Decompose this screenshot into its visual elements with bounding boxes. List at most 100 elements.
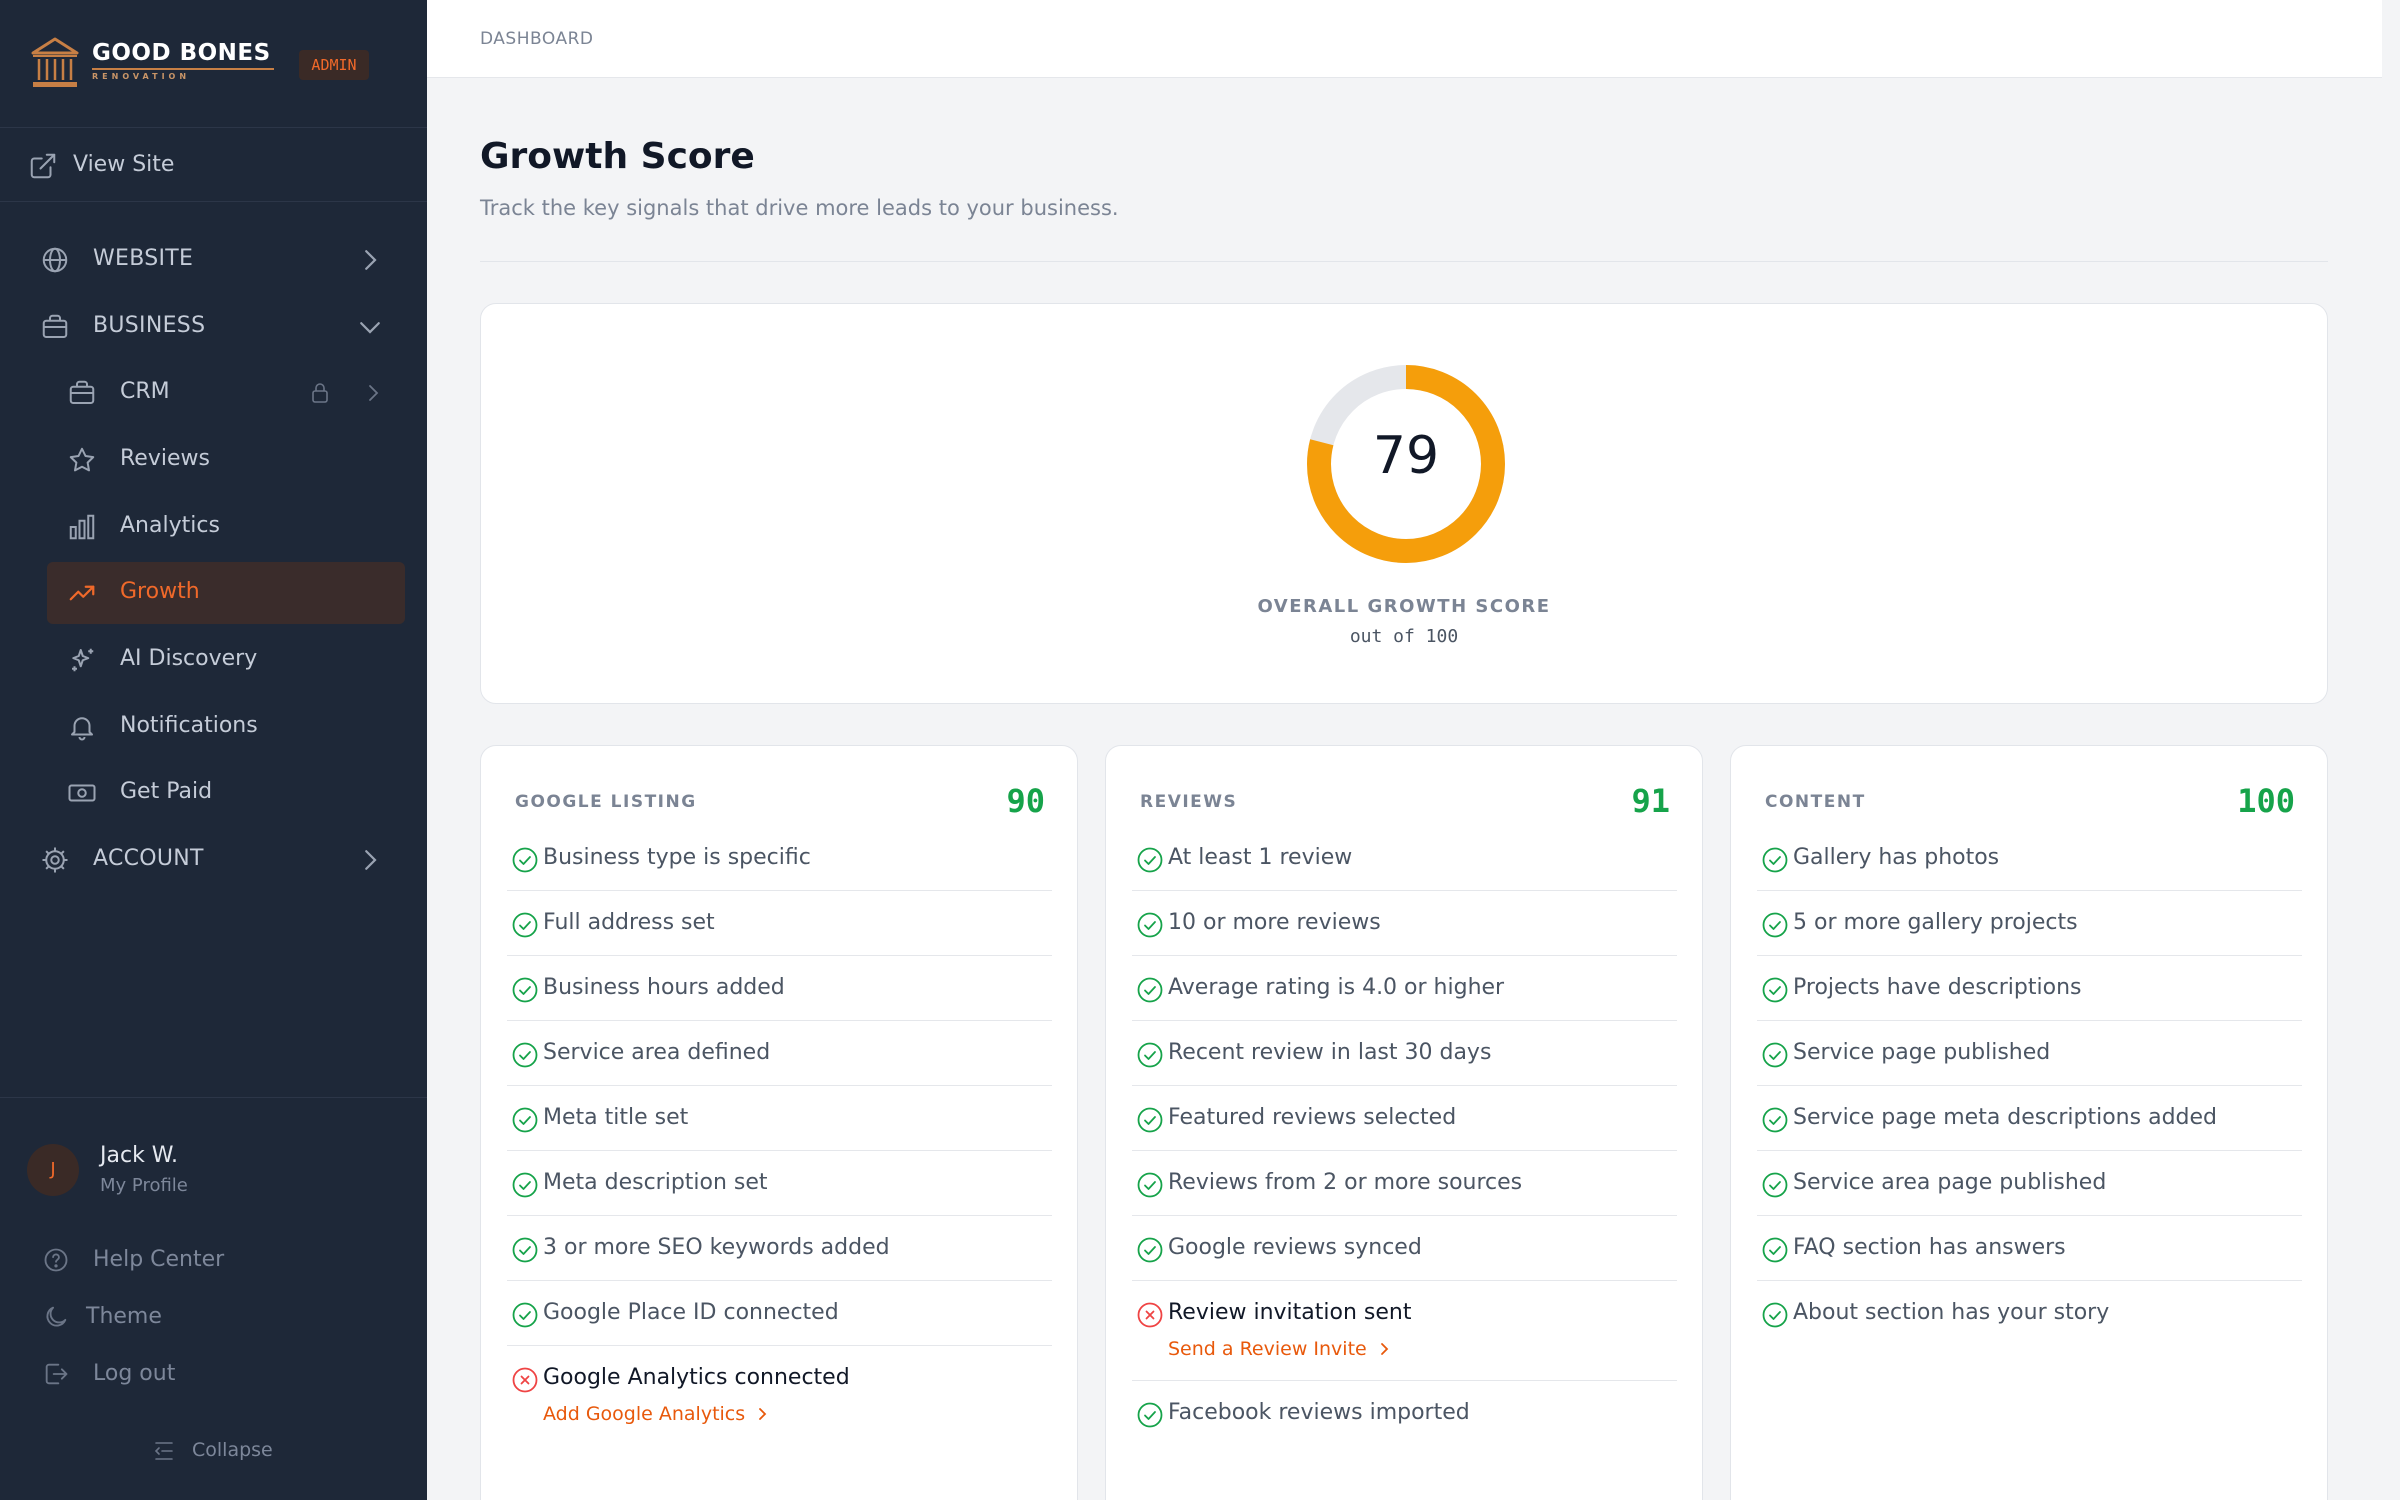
checklist-item: Service page published bbox=[1757, 1021, 2302, 1086]
sidebar-item-notifications[interactable]: Notifications bbox=[0, 696, 427, 758]
theme-label: Theme bbox=[86, 1304, 162, 1329]
user-name[interactable]: Jack W. bbox=[100, 1143, 179, 1168]
page-subtitle: Track the key signals that drive more le… bbox=[480, 196, 1119, 220]
collapse-label: Collapse bbox=[192, 1439, 273, 1461]
sidebar-item-growth[interactable]: Growth bbox=[47, 562, 405, 624]
check-circle-icon bbox=[1762, 1302, 1788, 1328]
check-circle-icon bbox=[512, 847, 538, 873]
logo-area: GOOD BONES RENOVATION ADMIN bbox=[0, 0, 427, 128]
checklist-item: Review invitation sent Send a Review Invi… bbox=[1132, 1281, 1677, 1381]
check-circle-icon bbox=[1762, 1042, 1788, 1068]
briefcase-icon bbox=[42, 314, 68, 338]
checklist-item: Google Place ID connected bbox=[507, 1281, 1052, 1346]
checklist: Gallery has photos 5 or more gallery proj… bbox=[1757, 826, 2302, 1346]
checklist-item-label: Meta description set bbox=[543, 1170, 768, 1195]
bell-icon bbox=[71, 717, 93, 741]
sidebar-item-label: ACCOUNT bbox=[93, 846, 204, 871]
check-circle-icon bbox=[1137, 1042, 1163, 1068]
brand-tagline: RENOVATION bbox=[92, 72, 191, 81]
check-circle-icon bbox=[1137, 1237, 1163, 1263]
category-title: REVIEWS bbox=[1140, 792, 1238, 812]
check-circle-icon bbox=[512, 1302, 538, 1328]
checklist-item-label: Google reviews synced bbox=[1168, 1235, 1422, 1260]
checklist-item-label: About section has your story bbox=[1793, 1300, 2110, 1325]
check-circle-icon bbox=[1762, 1237, 1788, 1263]
banknote-icon bbox=[68, 784, 96, 802]
sidebar-item-label: Reviews bbox=[120, 446, 210, 471]
check-circle-icon bbox=[1137, 912, 1163, 938]
checklist-item: 3 or more SEO keywords added bbox=[507, 1216, 1052, 1281]
logout-link[interactable]: Log out bbox=[0, 1349, 427, 1399]
checklist-item-label: Service area defined bbox=[543, 1040, 771, 1065]
checklist-item-label: Average rating is 4.0 or higher bbox=[1168, 975, 1505, 1000]
building-logo-icon[interactable] bbox=[30, 36, 80, 90]
sidebar-item-label: Notifications bbox=[120, 713, 258, 738]
check-circle-icon bbox=[1137, 1402, 1163, 1428]
checklist-item-label: 3 or more SEO keywords added bbox=[543, 1235, 890, 1260]
help-center-link[interactable]: Help Center bbox=[0, 1235, 427, 1285]
checklist-item: FAQ section has answers bbox=[1757, 1216, 2302, 1281]
checklist-item: At least 1 review bbox=[1132, 826, 1677, 891]
checklist-item-label: Service page published bbox=[1793, 1040, 2051, 1065]
chevron-right-icon bbox=[369, 385, 379, 401]
chevron-right-icon bbox=[759, 1408, 767, 1420]
checklist-item: Meta title set bbox=[507, 1086, 1052, 1151]
view-site-link[interactable]: View Site bbox=[0, 128, 427, 202]
checklist-item-label: Gallery has photos bbox=[1793, 845, 2000, 870]
check-circle-icon bbox=[1762, 1172, 1788, 1198]
sidebar-item-crm[interactable]: CRM bbox=[0, 362, 427, 424]
checklist-item: Featured reviews selected bbox=[1132, 1086, 1677, 1151]
brand-name: GOOD BONES bbox=[92, 40, 271, 66]
top-bar: DASHBOARD bbox=[427, 0, 2382, 78]
avatar[interactable]: J bbox=[27, 1144, 79, 1196]
checklist-item: Reviews from 2 or more sources bbox=[1132, 1151, 1677, 1216]
sidebar-item-label: BUSINESS bbox=[93, 313, 206, 338]
checklist-item-label: FAQ section has answers bbox=[1793, 1235, 2066, 1260]
logout-icon bbox=[45, 1363, 68, 1385]
category-score: 90 bbox=[1006, 782, 1045, 820]
sidebar-item-label: Analytics bbox=[120, 513, 220, 538]
checklist-item-label: Facebook reviews imported bbox=[1168, 1400, 1470, 1425]
checklist-item-label: Business type is specific bbox=[543, 845, 811, 870]
sidebar-item-label: WEBSITE bbox=[93, 246, 194, 271]
checklist-item: Google Analytics connected Add Google Ana… bbox=[507, 1346, 1052, 1446]
sparkles-icon bbox=[72, 648, 94, 672]
check-circle-icon bbox=[512, 912, 538, 938]
checklist: At least 1 review 10 or more reviews Avera… bbox=[1132, 826, 1677, 1446]
sidebar-item-website[interactable]: WEBSITE bbox=[0, 229, 427, 291]
checklist-item-label: 10 or more reviews bbox=[1168, 910, 1381, 935]
sidebar-item-account[interactable]: ACCOUNT bbox=[0, 829, 427, 891]
check-circle-icon bbox=[1137, 1107, 1163, 1133]
sidebar-item-analytics[interactable]: Analytics bbox=[0, 496, 427, 558]
theme-toggle[interactable]: Theme bbox=[0, 1292, 427, 1342]
check-circle-icon bbox=[1762, 847, 1788, 873]
sidebar-item-get-paid[interactable]: Get Paid bbox=[0, 762, 427, 824]
category-score: 91 bbox=[1631, 782, 1670, 820]
checklist-item: Facebook reviews imported bbox=[1132, 1381, 1677, 1446]
checklist-item: Gallery has photos bbox=[1757, 826, 2302, 891]
collapse-button[interactable]: Collapse bbox=[0, 1430, 427, 1470]
moon-icon bbox=[46, 1306, 67, 1327]
sidebar-item-ai-discovery[interactable]: AI Discovery bbox=[0, 629, 427, 691]
checklist-item-label: Service area page published bbox=[1793, 1170, 2107, 1195]
checklist-item: 5 or more gallery projects bbox=[1757, 891, 2302, 956]
checklist-action-link[interactable]: Add Google Analytics bbox=[543, 1403, 746, 1425]
sidebar: GOOD BONES RENOVATION ADMIN View Site WE… bbox=[0, 0, 427, 1500]
checklist-item: Meta description set bbox=[507, 1151, 1052, 1216]
checklist-item-label: At least 1 review bbox=[1168, 845, 1353, 870]
category-card-google-listing: GOOGLE LISTING 90 Business type is speci… bbox=[480, 745, 1078, 1500]
my-profile-link[interactable]: My Profile bbox=[100, 1175, 188, 1196]
breadcrumb[interactable]: DASHBOARD bbox=[480, 29, 594, 49]
checklist-item: About section has your story bbox=[1757, 1281, 2302, 1346]
checklist-item-label: 5 or more gallery projects bbox=[1793, 910, 2078, 935]
briefcase-icon bbox=[69, 380, 95, 404]
sidebar-item-label: AI Discovery bbox=[120, 646, 258, 671]
external-link-icon bbox=[30, 153, 56, 179]
sidebar-item-business[interactable]: BUSINESS bbox=[0, 296, 427, 358]
checklist-item: Service area defined bbox=[507, 1021, 1052, 1086]
checklist-item-label: Meta title set bbox=[543, 1105, 689, 1130]
sidebar-item-reviews[interactable]: Reviews bbox=[0, 429, 427, 491]
collapse-icon bbox=[154, 1442, 173, 1460]
check-circle-icon bbox=[512, 977, 538, 1003]
checklist-action-link[interactable]: Send a Review Invite bbox=[1168, 1338, 1367, 1360]
